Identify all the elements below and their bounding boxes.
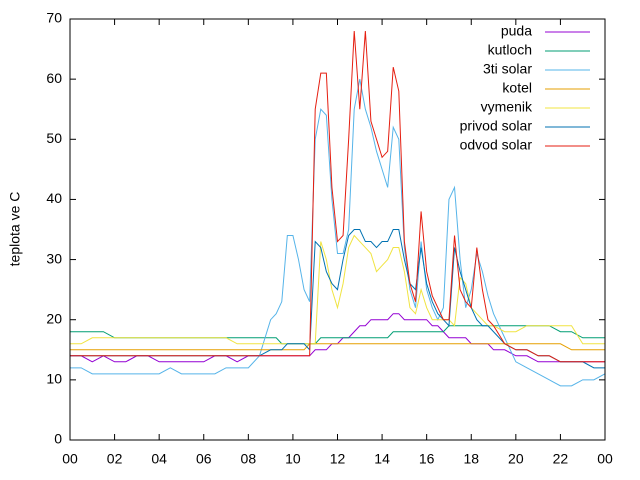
legend-label: odvod solar (460, 137, 533, 153)
x-tick-label: 20 (508, 451, 524, 467)
x-tick-label: 18 (463, 451, 479, 467)
legend-label: kotel (502, 80, 532, 96)
x-tick-label: 22 (553, 451, 569, 467)
plot-border (69, 18, 606, 441)
x-tick-label: 00 (597, 451, 613, 467)
legend-label: vymenik (481, 99, 533, 115)
y-tick-label: 50 (46, 130, 62, 146)
y-axis-label: teplota ve C (7, 192, 23, 267)
x-tick-label: 04 (151, 451, 167, 467)
data-line (70, 234, 605, 345)
legend-label: 3ti solar (483, 61, 532, 77)
x-tick-label: 02 (107, 451, 123, 467)
legend-label: kutloch (488, 42, 532, 58)
y-tick-label: 30 (46, 250, 62, 266)
data-line (70, 30, 605, 363)
data-line (70, 343, 605, 351)
x-tick-label: 16 (419, 451, 435, 467)
data-line (70, 79, 606, 387)
y-tick-label: 0 (54, 431, 62, 447)
y-tick-label: 40 (46, 190, 62, 206)
y-tick-label: 60 (46, 70, 62, 86)
x-tick-label: 10 (285, 451, 301, 467)
y-tick-label: 10 (46, 371, 62, 387)
y-tick-label: 20 (46, 310, 62, 326)
x-tick-label: 06 (196, 451, 212, 467)
legend-label: privod solar (460, 118, 533, 134)
y-tick-label: 70 (46, 10, 62, 26)
x-tick-label: 14 (374, 451, 390, 467)
x-tick-label: 08 (241, 451, 257, 467)
data-line (70, 325, 605, 345)
x-tick-label: 00 (62, 451, 78, 467)
x-tick-label: 12 (330, 451, 346, 467)
legend-label: puda (501, 23, 532, 39)
